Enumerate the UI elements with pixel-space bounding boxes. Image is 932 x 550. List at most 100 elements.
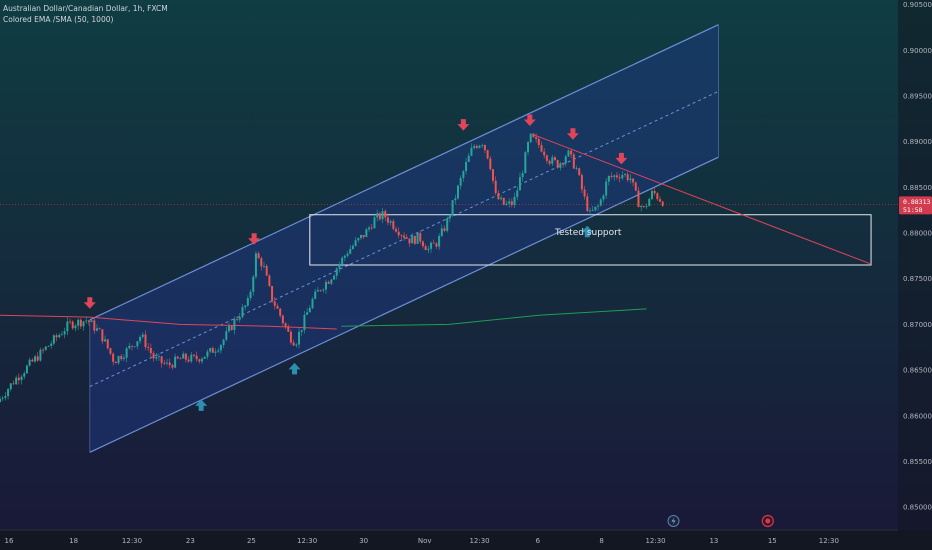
candle-body: [529, 133, 532, 143]
resistance-trendline: [532, 133, 872, 265]
y-tick-label: 0.88000: [903, 230, 932, 238]
candle-body: [249, 291, 252, 299]
candle-body: [618, 177, 621, 179]
candle-body: [413, 236, 416, 244]
candle-body: [260, 258, 263, 267]
y-axis-panel: [898, 0, 932, 550]
down-arrow-marker: [566, 128, 579, 140]
candle-body: [365, 229, 368, 238]
candle-body: [384, 211, 387, 218]
candle-body: [335, 268, 338, 276]
x-tick-label: 23: [186, 537, 195, 545]
candle-body: [28, 359, 31, 366]
candle-body: [120, 356, 123, 360]
candle-body: [624, 174, 627, 176]
candle-body: [637, 190, 640, 208]
candle-body: [540, 144, 543, 152]
candle-body: [34, 356, 37, 362]
candle-body: [610, 175, 613, 177]
down-arrow-marker: [523, 114, 536, 126]
candle-body: [214, 351, 217, 353]
chart-title: Australian Dollar/Canadian Dollar, 1h, F…: [3, 4, 168, 13]
candle-body: [182, 353, 185, 359]
candle-body: [408, 238, 411, 244]
candle-body: [268, 275, 271, 286]
candle-body: [85, 320, 88, 322]
candle-body: [405, 237, 408, 239]
down-arrow-marker: [615, 152, 628, 165]
candle-body: [430, 242, 433, 249]
candle-body: [209, 348, 212, 352]
candle-body: [386, 217, 389, 223]
candle-body: [648, 198, 651, 207]
candle-body: [494, 180, 497, 194]
candle-body: [553, 157, 556, 161]
candle-body: [300, 330, 303, 332]
candle-body: [241, 307, 244, 318]
candle-body: [141, 334, 144, 337]
candle-body: [77, 319, 80, 326]
candle-body: [341, 257, 344, 265]
candle-body: [109, 348, 112, 354]
candle-body: [203, 356, 206, 359]
candle-body: [535, 137, 538, 139]
price-badge: [899, 196, 932, 215]
candle-body: [171, 365, 174, 368]
up-arrow-marker: [195, 399, 208, 411]
x-axis-panel: [0, 530, 932, 550]
candle-body: [17, 377, 20, 381]
y-tick-label: 0.89000: [903, 138, 932, 146]
candle-body: [653, 190, 656, 194]
candle-body: [368, 227, 371, 230]
candle-body: [279, 308, 282, 316]
down-arrow-marker: [83, 297, 96, 309]
candle-body: [346, 253, 349, 256]
last-price-label: 0.88313: [903, 198, 930, 206]
candle-body: [435, 243, 438, 247]
candle-body: [9, 383, 12, 390]
candle-body: [357, 238, 360, 241]
x-tick-label: 6: [536, 537, 541, 545]
x-tick-label: 12:30: [297, 537, 317, 545]
candle-body: [58, 334, 61, 338]
candle-body: [478, 145, 481, 148]
candle-body: [473, 146, 476, 148]
candle-body: [7, 389, 10, 397]
candle-body: [1, 397, 4, 399]
candle-body: [588, 210, 591, 212]
candle-body: [117, 356, 120, 364]
candle-body: [44, 346, 47, 350]
candle-body: [489, 158, 492, 170]
candle-body: [378, 213, 381, 220]
candle-body: [570, 150, 573, 155]
candle-body: [527, 142, 530, 153]
candle-body: [12, 383, 15, 385]
candle-body: [661, 201, 664, 206]
candle-body: [287, 326, 290, 332]
x-tick-label: 12:30: [469, 537, 489, 545]
candle-body: [454, 198, 457, 201]
candle-body: [556, 160, 559, 168]
candle-body: [316, 290, 319, 292]
candle-body: [306, 312, 309, 315]
x-tick-label: Nov: [418, 537, 432, 545]
up-arrow-marker: [288, 362, 301, 375]
x-tick-label: 18: [69, 537, 78, 545]
candle-body: [314, 291, 317, 299]
candle-body: [518, 177, 521, 191]
candle-body: [139, 336, 142, 342]
candle-body: [227, 326, 230, 332]
candle-body: [106, 339, 109, 349]
y-tick-label: 0.85500: [903, 458, 932, 466]
candle-body: [206, 351, 209, 357]
candle-body: [190, 354, 193, 362]
candle-body: [349, 248, 352, 254]
candle-body: [246, 298, 249, 306]
candle-body: [451, 200, 454, 216]
candle-body: [615, 175, 618, 178]
candle-body: [174, 356, 177, 368]
candle-body: [125, 348, 128, 358]
candle-body: [25, 365, 28, 374]
candle-body: [149, 348, 152, 354]
candle-body: [298, 331, 301, 345]
